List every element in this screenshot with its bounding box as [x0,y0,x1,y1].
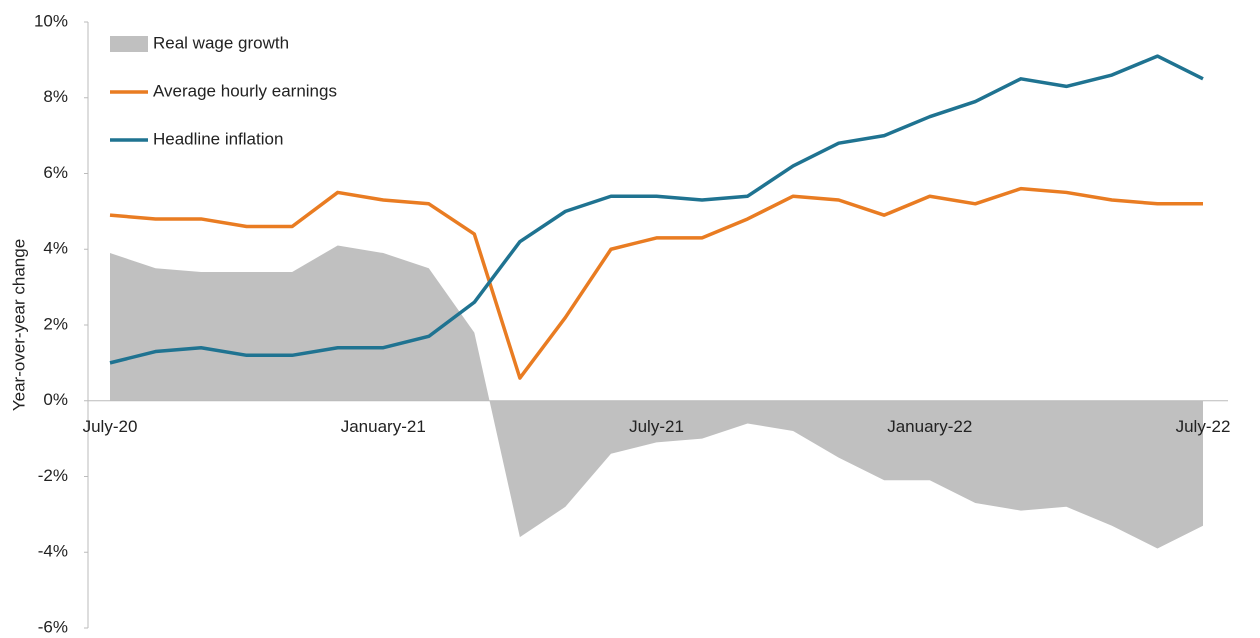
y-axis-label: Year-over-year change [9,239,28,411]
x-tick-label: January-21 [341,417,426,436]
y-tick-label: 2% [43,314,68,333]
line [109,54,1204,365]
legend-label: Average hourly earnings [153,81,337,100]
legend-label: Headline inflation [153,129,283,148]
y-tick-label: 0% [43,390,68,409]
x-tick-label: July-20 [83,417,138,436]
y-tick-label: 10% [34,11,68,30]
legend-swatch [110,36,148,52]
y-tick-label: 8% [43,87,68,106]
y-tick-label: -6% [38,617,68,636]
y-tick-label: -4% [38,542,68,561]
area [110,245,1203,549]
x-tick-label: July-22 [1176,417,1231,436]
y-tick-label: 6% [43,163,68,182]
legend-label: Real wage growth [153,33,289,52]
x-tick-label: July-21 [629,417,684,436]
y-tick-label: -2% [38,466,68,485]
line [109,186,1203,380]
y-tick-label: 4% [43,239,68,258]
x-tick-label: January-22 [887,417,972,436]
